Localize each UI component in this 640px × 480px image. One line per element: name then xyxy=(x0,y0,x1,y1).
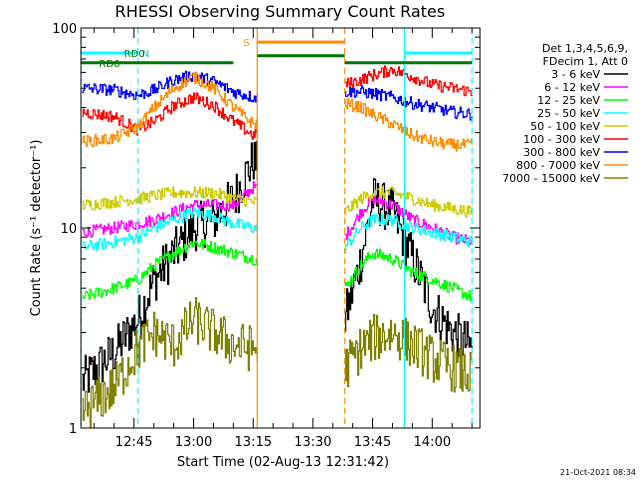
y-tick-label: 100 xyxy=(52,22,77,37)
series-line xyxy=(82,186,258,211)
legend-entry: 800 - 7000 keV xyxy=(516,159,600,172)
series-line xyxy=(82,239,258,300)
chart-title: RHESSI Observing Summary Count Rates xyxy=(115,2,445,21)
series-100-300-kev xyxy=(82,65,473,140)
series-12-25-kev xyxy=(82,239,473,302)
series-800-7000-kev xyxy=(82,71,473,152)
legend: Det 1,3,4,5,6,9,FDecim 1, Att 03 - 6 keV… xyxy=(502,42,628,185)
legend-entry: 3 - 6 keV xyxy=(551,68,600,81)
series-50-100-kev xyxy=(82,186,473,218)
series-line xyxy=(344,98,473,152)
y-tick-label: 1 xyxy=(69,422,77,437)
series-line xyxy=(82,71,258,148)
series-line xyxy=(344,85,473,121)
series-line xyxy=(344,65,473,97)
x-tick-label: 13:45 xyxy=(354,435,391,450)
rd0-marker-label: RD0 xyxy=(124,49,145,60)
legend-entry: 12 - 25 keV xyxy=(537,94,600,107)
rd6-marker-label: RD6 xyxy=(99,59,120,70)
x-tick-label: 13:30 xyxy=(294,435,331,450)
y-axis-label: Count Rate (s⁻¹ detector⁻¹) xyxy=(29,140,44,317)
series-line xyxy=(344,314,473,393)
plot-frame xyxy=(80,27,481,429)
series-line xyxy=(82,70,258,103)
s-marker-label: S xyxy=(243,38,249,49)
legend-entry: 300 - 800 keV xyxy=(523,146,600,159)
legend-entry: 25 - 50 keV xyxy=(537,107,600,120)
series-line xyxy=(82,297,258,428)
x-tick-label: 14:00 xyxy=(414,435,451,450)
series-line xyxy=(82,206,258,252)
x-tick-label: 13:00 xyxy=(175,435,212,450)
legend-header: FDecim 1, Att 0 xyxy=(543,55,628,68)
series-25-50-kev xyxy=(82,206,473,254)
x-tick-label: 13:15 xyxy=(235,435,272,450)
series-line xyxy=(82,140,258,393)
series-line xyxy=(344,186,473,218)
series-line xyxy=(82,92,258,140)
series-3-6-kev xyxy=(82,140,473,393)
legend-entry: 7000 - 15000 keV xyxy=(502,172,600,185)
legend-header: Det 1,3,4,5,6,9, xyxy=(542,42,628,55)
x-axis-label: Start Time (02-Aug-13 12:31:42) xyxy=(177,455,389,470)
x-tick-label: 12:45 xyxy=(115,435,152,450)
series-300-800-kev xyxy=(82,70,473,121)
n-marker-label: N xyxy=(142,49,149,60)
legend-entry: 100 - 300 keV xyxy=(523,133,600,146)
series-7000-15000-kev xyxy=(82,297,473,428)
y-tick-label: 10 xyxy=(60,222,77,237)
legend-entry: 6 - 12 keV xyxy=(544,81,600,94)
series-line xyxy=(344,248,473,302)
legend-entry: 50 - 100 keV xyxy=(530,120,600,133)
series-line xyxy=(344,213,473,254)
footer-date: 21-Oct-2021 08:34 xyxy=(560,468,636,477)
